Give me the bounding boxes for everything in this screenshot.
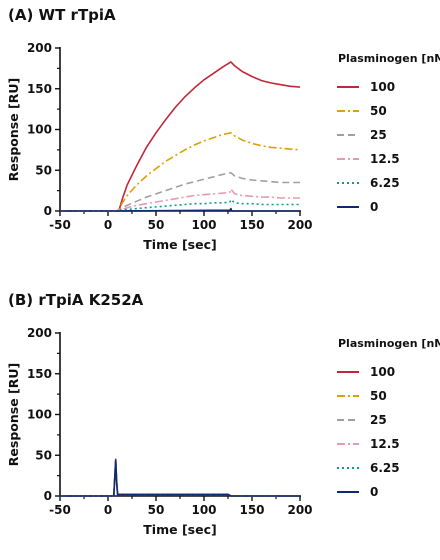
y-tick-label: 100 bbox=[27, 408, 52, 422]
legend-label-0: 0 bbox=[370, 200, 378, 214]
y-tick-label: 50 bbox=[35, 163, 52, 177]
y-tick-label: 100 bbox=[27, 123, 52, 137]
y-tick-label: 150 bbox=[27, 367, 52, 381]
y-tick-label: 0 bbox=[44, 204, 52, 218]
legend-label-6.25: 6.25 bbox=[370, 461, 400, 475]
legend-label-0: 0 bbox=[370, 485, 378, 499]
y-tick-label: 0 bbox=[44, 489, 52, 503]
x-tick-label: 150 bbox=[239, 503, 264, 517]
series-line-12.5 bbox=[60, 461, 300, 497]
legend-label-12.5: 12.5 bbox=[370, 437, 400, 451]
x-tick-label: -50 bbox=[49, 218, 71, 232]
x-tick-label: -50 bbox=[49, 503, 71, 517]
chart-title: (A) WT rTpiA bbox=[8, 6, 116, 24]
x-tick-label: 50 bbox=[148, 503, 165, 517]
series-line-6.25 bbox=[60, 461, 300, 497]
legend-title: Plasminogen [nM] bbox=[338, 52, 440, 65]
y-tick-label: 50 bbox=[35, 448, 52, 462]
y-tick-label: 150 bbox=[27, 82, 52, 96]
chart-panel-b: (B) rTpiA K252A -50 0 50 100 150 200 0 50 100 150… bbox=[0, 285, 440, 560]
x-axis-title: Time [sec] bbox=[143, 522, 216, 537]
series-line-25 bbox=[60, 460, 300, 497]
y-tick-label: 200 bbox=[27, 41, 52, 55]
series-line-12.5 bbox=[60, 188, 300, 212]
y-axis-title: Response [RU] bbox=[6, 363, 21, 466]
x-tick-label: 200 bbox=[287, 503, 312, 517]
legend-title: Plasminogen [nM] bbox=[338, 337, 440, 350]
x-tick-label: 0 bbox=[104, 503, 112, 517]
x-tick-label: 100 bbox=[191, 503, 216, 517]
x-tick-label: 50 bbox=[148, 218, 165, 232]
series-line-0 bbox=[60, 207, 300, 212]
x-tick-label: 150 bbox=[239, 218, 264, 232]
legend-label-100: 100 bbox=[370, 365, 395, 379]
x-tick-label: 200 bbox=[287, 218, 312, 232]
y-tick-label: 200 bbox=[27, 326, 52, 340]
legend-label-25: 25 bbox=[370, 128, 387, 142]
series-line-50 bbox=[60, 132, 301, 212]
series-line-25 bbox=[60, 171, 300, 212]
legend-label-50: 50 bbox=[370, 104, 387, 118]
x-axis-title: Time [sec] bbox=[143, 237, 216, 252]
legend-label-50: 50 bbox=[370, 389, 387, 403]
series-line-100 bbox=[60, 458, 300, 497]
chart-panel-a: (A) WT rTpiA -50 0 50 100 150 200 0 50 100 150 200… bbox=[0, 0, 440, 275]
legend-label-25: 25 bbox=[370, 413, 387, 427]
x-tick-label: 0 bbox=[104, 218, 112, 232]
legend-label-6.25: 6.25 bbox=[370, 176, 400, 190]
series-line-6.25 bbox=[60, 198, 300, 212]
x-tick-label: 100 bbox=[191, 218, 216, 232]
series-line-0 bbox=[60, 459, 300, 497]
legend-label-100: 100 bbox=[370, 80, 395, 94]
series-line-50 bbox=[60, 459, 300, 497]
y-axis-title: Response [RU] bbox=[6, 78, 21, 181]
legend-label-12.5: 12.5 bbox=[370, 152, 400, 166]
chart-title: (B) rTpiA K252A bbox=[8, 291, 144, 309]
series-line-100 bbox=[60, 61, 301, 212]
